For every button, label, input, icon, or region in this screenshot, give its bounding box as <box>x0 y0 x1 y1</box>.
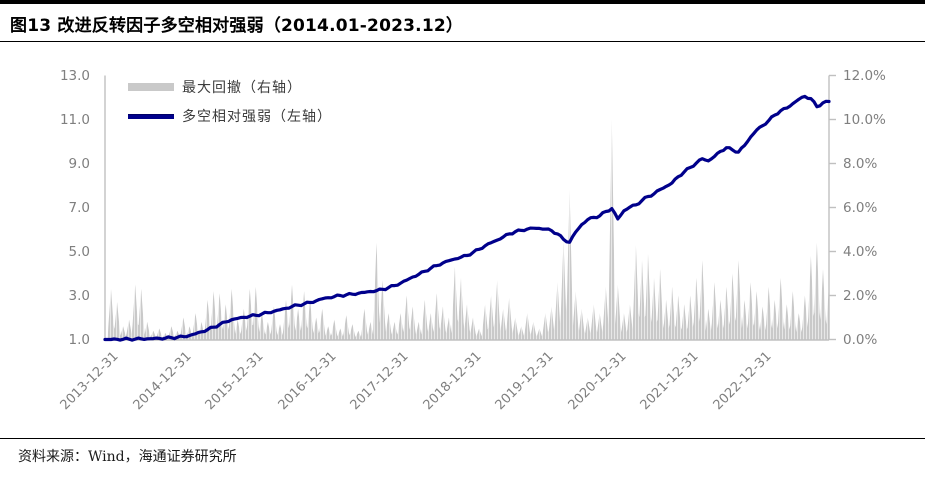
top-rule <box>0 0 925 4</box>
source-divider <box>0 438 925 439</box>
y-axis-left-tick-label: 3.0 <box>68 287 90 304</box>
y-axis-right-tick-label: 4.0% <box>843 243 878 260</box>
y-axis-left-tick-label: 5.0 <box>68 243 90 260</box>
y-axis-left-tick-label: 1.0 <box>68 331 90 348</box>
y-axis-right-tick-label: 6.0% <box>843 199 878 216</box>
legend-swatch-line <box>128 113 174 119</box>
y-axis-right-tick-label: 2.0% <box>843 287 878 304</box>
chart-plot <box>103 74 836 342</box>
y-axis-left-tick-label: 9.0 <box>68 155 90 172</box>
figure-title: 图13 改进反转因子多空相对强弱（2014.01-2023.12） <box>10 16 464 36</box>
y-axis-left-tick-label: 11.0 <box>59 111 90 128</box>
source-note: 资料来源：Wind，海通证券研究所 <box>18 449 237 465</box>
y-axis-left-tick-label: 13.0 <box>59 67 90 84</box>
y-axis-left-tick-label: 7.0 <box>68 199 90 216</box>
y-axis-right-tick-label: 8.0% <box>843 155 878 172</box>
y-axis-right-tick-label: 12.0% <box>843 67 886 84</box>
legend-item-long-short: 多空相对强弱（左轴） <box>128 108 332 125</box>
legend-item-max-drawdown: 最大回撤（右轴） <box>128 79 332 96</box>
chart-legend: 最大回撤（右轴） 多空相对强弱（左轴） <box>128 79 332 137</box>
legend-label-long-short: 多空相对强弱（左轴） <box>182 109 332 125</box>
legend-label-max-drawdown: 最大回撤（右轴） <box>182 80 302 96</box>
long-short-line-series <box>103 94 831 342</box>
title-divider <box>0 41 925 42</box>
y-axis-right-tick-label: 0.0% <box>843 331 878 348</box>
chart-area: 13.0 11.0 9.0 7.0 5.0 3.0 1.0 12.0% 10.0% 8.0% 6.0… <box>0 42 925 438</box>
y-axis-right-tick-label: 10.0% <box>843 111 886 128</box>
legend-swatch-drawdown-bar <box>128 83 174 91</box>
